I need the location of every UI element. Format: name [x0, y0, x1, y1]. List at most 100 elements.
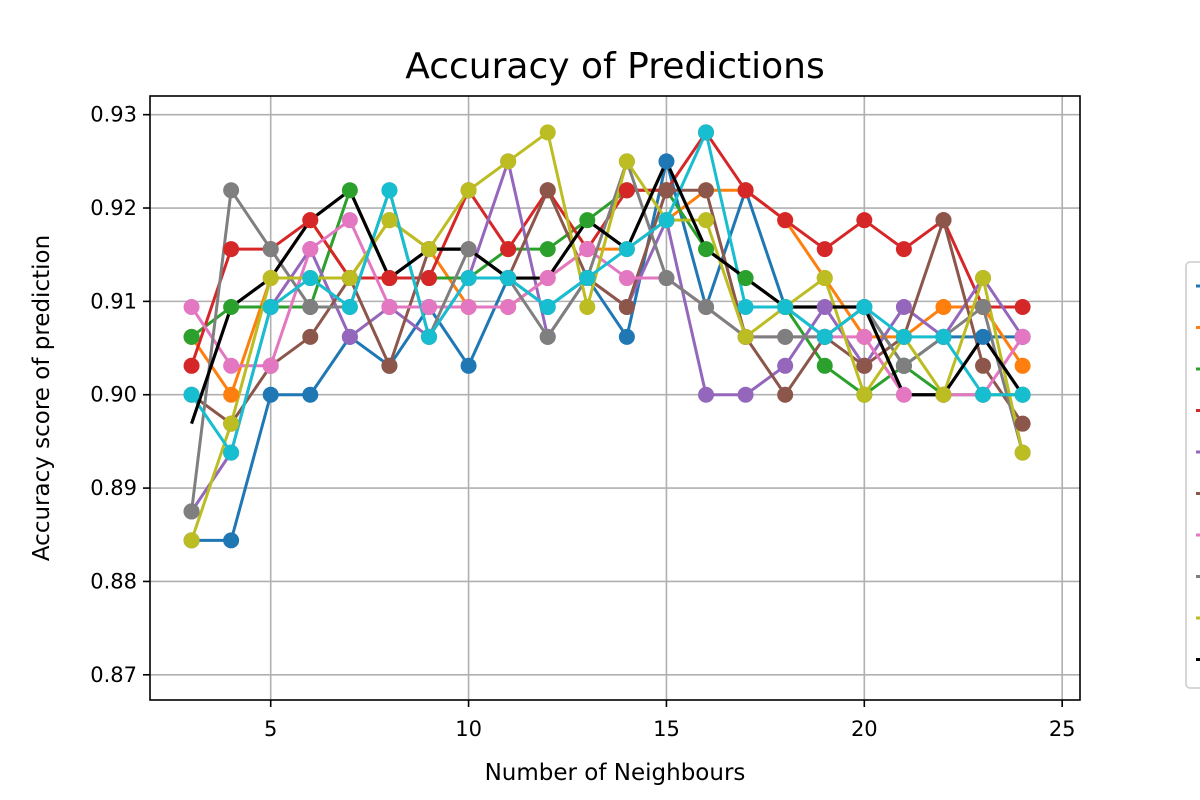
series-9-point — [262, 270, 279, 287]
y-tick-label: 0.87 — [90, 663, 137, 687]
series-6-point — [975, 357, 992, 374]
series-7-point — [500, 298, 517, 315]
legend — [1185, 261, 1200, 689]
series-8-point — [975, 298, 992, 315]
series-10-point — [1014, 386, 1031, 403]
series-9-point — [460, 182, 477, 199]
x-tick-label: 5 — [264, 717, 277, 741]
series-3-point — [737, 270, 754, 287]
series-3-point — [816, 357, 833, 374]
series-10-point — [539, 298, 556, 315]
series-10-point — [262, 298, 279, 315]
series-9-point — [381, 212, 398, 229]
series-6-point — [777, 386, 794, 403]
series-4-point — [816, 241, 833, 258]
series-7-point — [618, 270, 635, 287]
series-4-point — [777, 212, 794, 229]
series-markers — [183, 124, 1031, 549]
x-tick-label: 10 — [455, 717, 482, 741]
series-4-point — [302, 212, 319, 229]
series-6-point — [539, 182, 556, 199]
series-3-point — [183, 328, 200, 345]
series-2-point — [1014, 357, 1031, 374]
series-10-point — [975, 386, 992, 403]
series-9-point — [421, 241, 437, 258]
series-1-point — [223, 532, 240, 549]
series-10-point — [658, 212, 675, 229]
y-axis-label: Accuracy score of prediction — [29, 235, 55, 561]
series-10-point — [816, 328, 833, 345]
series-7-point — [381, 298, 398, 315]
series-8-point — [262, 241, 279, 258]
series-7-point — [183, 298, 200, 315]
series-4-point — [421, 270, 437, 287]
series-1-point — [262, 386, 279, 403]
series-10-point — [698, 124, 715, 141]
y-tick-label: 0.92 — [90, 196, 137, 220]
series-1-point — [658, 153, 675, 170]
series-10-point — [737, 298, 754, 315]
series-9-point — [1014, 444, 1031, 461]
series-6-point — [302, 328, 319, 345]
y-tick-label: 0.91 — [90, 289, 137, 313]
series-5-point — [737, 386, 754, 403]
series-9-point — [341, 270, 358, 287]
series-7-point — [539, 270, 556, 287]
series-7-point — [460, 298, 477, 315]
series-7-point — [262, 357, 279, 374]
series-6-point — [1014, 415, 1031, 432]
series-8-point — [895, 357, 912, 374]
series-7-point — [421, 298, 437, 315]
series-6-point — [658, 182, 675, 199]
series-9-point — [975, 270, 992, 287]
series-8-point — [302, 298, 319, 315]
series-8-point — [223, 182, 240, 199]
series-10-point — [341, 298, 358, 315]
series-4-point — [895, 241, 912, 258]
series-8-point — [658, 270, 675, 287]
series-2-point — [223, 386, 240, 403]
series-10-point — [935, 328, 952, 345]
series-9-point — [935, 386, 952, 403]
series-10-point — [579, 270, 596, 287]
series-3-point — [539, 241, 556, 258]
series-9-point — [856, 386, 873, 403]
series-10-point — [895, 328, 912, 345]
series-3-point — [579, 212, 596, 229]
series-10-point — [421, 328, 437, 345]
series-3-point — [698, 241, 715, 258]
series-2-point — [935, 298, 952, 315]
series-10-point — [856, 298, 873, 315]
series-7-point — [302, 241, 319, 258]
series-9-point — [579, 298, 596, 315]
series-9-point — [183, 532, 200, 549]
series-10-line — [190, 130, 1023, 455]
series-6-point — [856, 357, 873, 374]
legend-frame — [1185, 261, 1200, 689]
series-6-point — [618, 298, 635, 315]
series-8-point — [460, 241, 477, 258]
series-5-point — [698, 386, 715, 403]
series-4-point — [223, 241, 240, 258]
x-tick-label: 25 — [1049, 717, 1076, 741]
series-5-point — [816, 298, 833, 315]
y-tick-label: 0.93 — [90, 103, 137, 127]
series-9-point — [539, 124, 556, 141]
series-9-point — [816, 270, 833, 287]
series-4-point — [183, 357, 200, 374]
series-10-point — [183, 386, 200, 403]
series-4-point — [1014, 298, 1031, 315]
series-9-point — [223, 415, 240, 432]
series-5-point — [341, 328, 358, 345]
series-1-point — [975, 328, 992, 345]
series-4-point — [381, 270, 398, 287]
series-9-point — [500, 153, 517, 170]
y-tick-label: 0.88 — [90, 569, 137, 593]
series-8-line — [190, 159, 1025, 512]
x-axis-label: Number of Neighbours — [485, 760, 746, 786]
series-4-point — [618, 182, 635, 199]
series-1-point — [302, 386, 319, 403]
series-8-point — [183, 503, 200, 520]
series-9-point — [737, 328, 754, 345]
